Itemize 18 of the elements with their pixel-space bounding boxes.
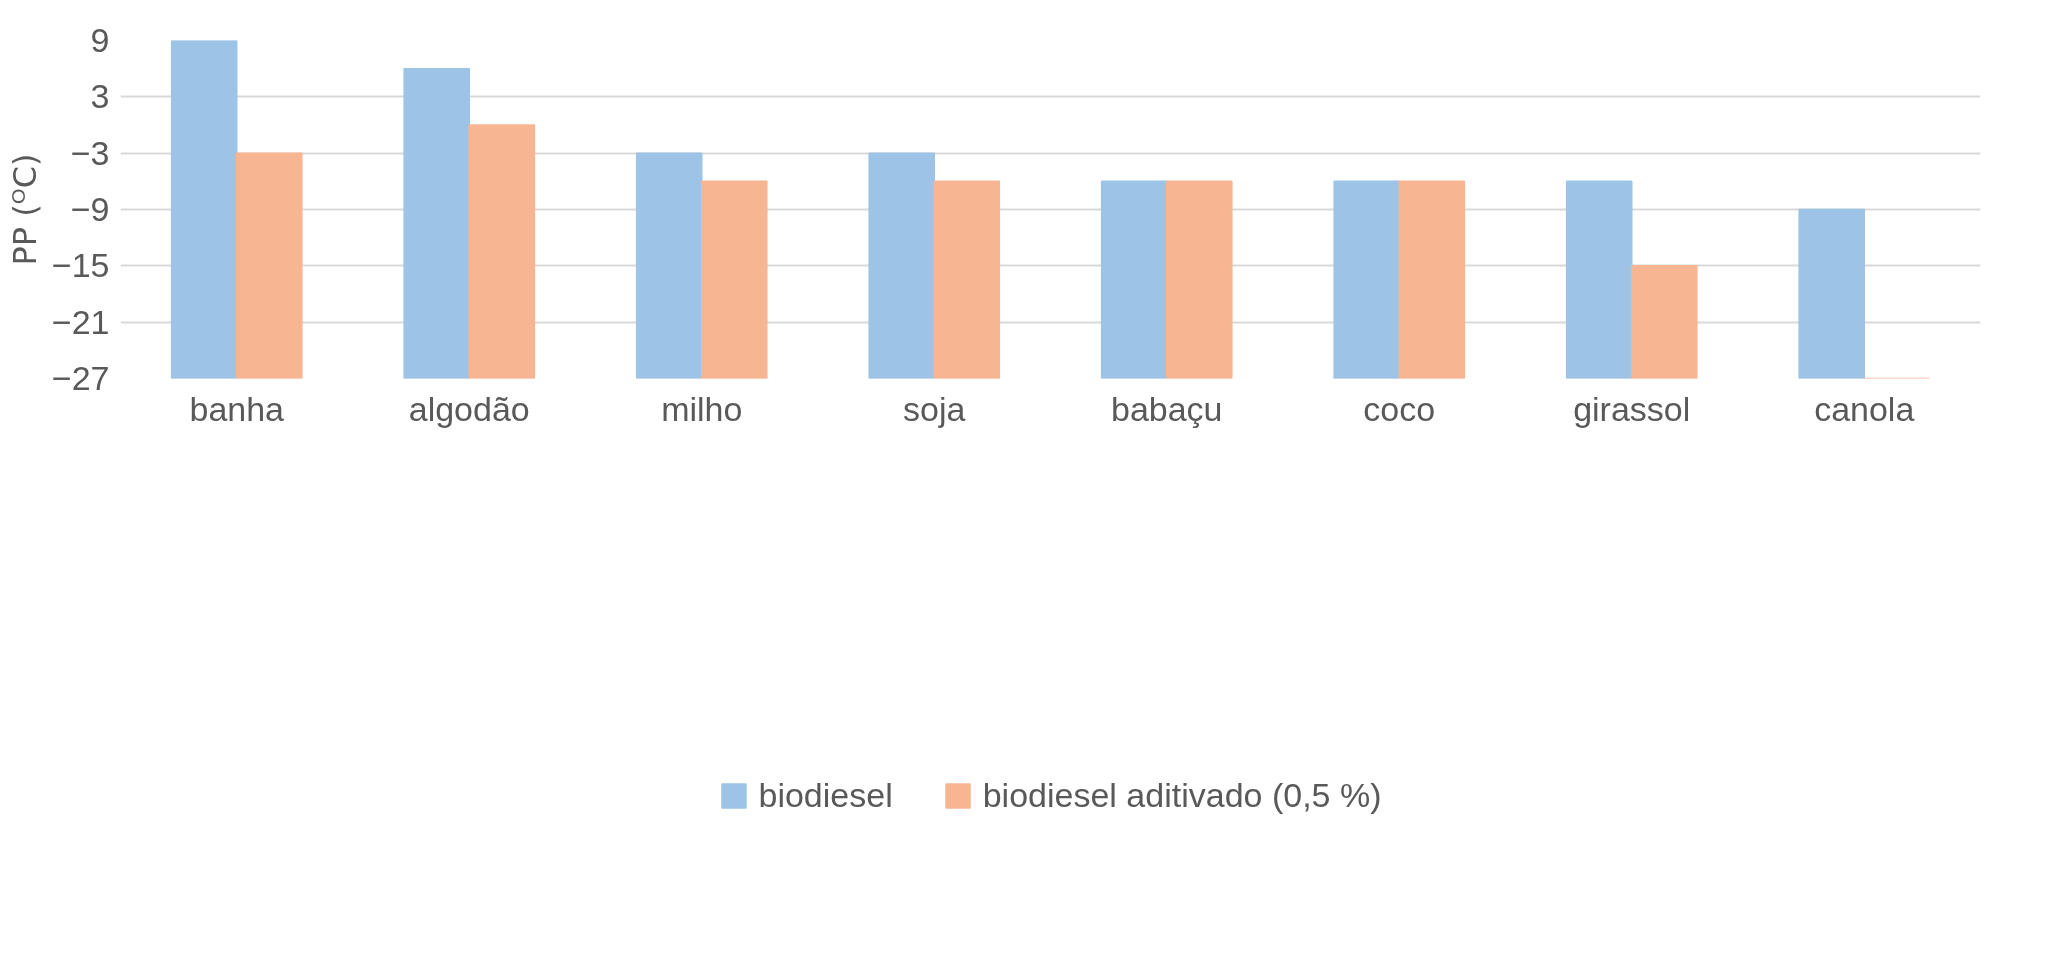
y-tick-label: −3 — [70, 133, 110, 172]
x-tick-label: coco — [1363, 389, 1436, 428]
y-tick-label: 3 — [90, 77, 110, 116]
y-tick-label: −15 — [51, 246, 110, 285]
legend-label: biodiesel — [758, 775, 893, 815]
y-tick-label: −27 — [51, 359, 110, 397]
legend-label: biodiesel aditivado (0,5 %) — [982, 775, 1382, 815]
y-tick-label: −9 — [70, 190, 110, 228]
x-tick-label: girassol — [1573, 389, 1691, 428]
x-tick-label: babaçu — [1110, 389, 1223, 428]
y-tick-label: −21 — [51, 302, 110, 341]
x-tick-label: milho — [661, 389, 743, 428]
x-tick-label: algodão — [408, 389, 530, 428]
y-axis-title: PP (ᴼC) — [5, 153, 44, 266]
x-tick-label: canola — [1814, 389, 1915, 428]
x-tick-label: banha — [189, 389, 285, 428]
y-tick-label: 9 — [90, 21, 110, 59]
x-tick-label: soja — [903, 389, 966, 428]
